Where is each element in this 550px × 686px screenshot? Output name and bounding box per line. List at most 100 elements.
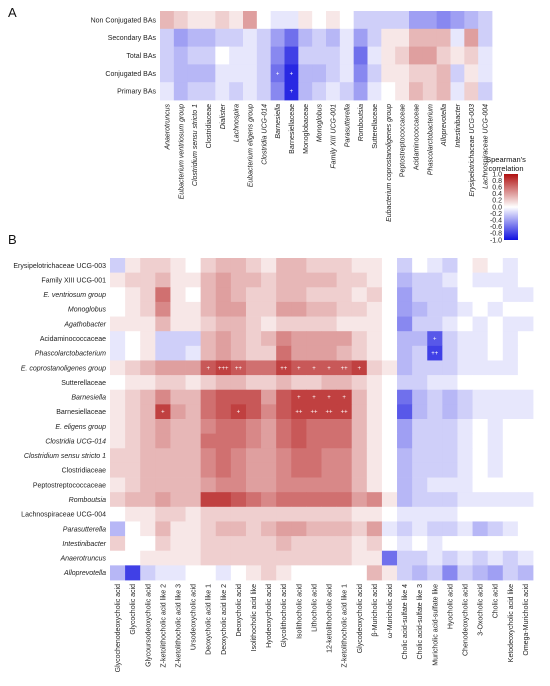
- heatmap-cell: [201, 11, 216, 30]
- heatmap-cell: [442, 331, 458, 347]
- heatmap-cell: [351, 258, 368, 274]
- heatmap-cell: [487, 331, 504, 347]
- heatmap-cell: [200, 345, 217, 361]
- heatmap-cell: [427, 550, 443, 566]
- heatmap-cell: [230, 550, 247, 566]
- heatmap-cell: [291, 448, 307, 464]
- heatmap-cell: [517, 419, 534, 435]
- colorbar: Spearman's correlation 1.00.80.60.40.20.…: [486, 155, 526, 244]
- column-label: Deoxycholic acid like 2: [221, 584, 228, 655]
- heatmap-cell: [397, 345, 413, 361]
- heatmap-cell: [170, 521, 186, 537]
- heatmap-cell: [487, 521, 504, 537]
- heatmap-cell: [125, 287, 141, 303]
- heatmap-cell: [125, 492, 141, 508]
- heatmap-cell: [502, 389, 519, 405]
- heatmap-cell: [367, 11, 382, 30]
- heatmap-cell: [312, 64, 327, 83]
- heatmap-cell: [160, 64, 175, 83]
- heatmap-cell: [367, 82, 382, 101]
- heatmap-cell: [173, 46, 189, 65]
- heatmap-cell: [367, 28, 382, 47]
- heatmap-cell: [261, 258, 277, 274]
- heatmap-cell: [366, 331, 383, 347]
- heatmap-cell: [170, 419, 186, 435]
- heatmap-cell: [487, 258, 504, 274]
- heatmap-cell: [366, 492, 383, 508]
- colorbar-tick-label: 0.4: [492, 191, 502, 198]
- heatmap-cell: [170, 404, 186, 420]
- heatmap-cell: [215, 316, 232, 332]
- heatmap-cell: [200, 301, 217, 317]
- heatmap-cell: [381, 419, 398, 435]
- heatmap-cell: [276, 301, 292, 317]
- heatmap-cell: [229, 11, 244, 30]
- heatmap-cell: [291, 404, 307, 420]
- heatmap-cell: [155, 375, 171, 391]
- significance-mark: +++: [218, 366, 229, 372]
- heatmap-cell: [187, 11, 202, 30]
- heatmap-cell: [140, 404, 156, 420]
- heatmap-cell: [170, 433, 186, 449]
- heatmap-cell: [155, 360, 171, 376]
- heatmap-cell: [140, 331, 156, 347]
- heatmap-cell: [427, 506, 443, 522]
- heatmap-cell: [276, 492, 292, 508]
- heatmap-cell: [487, 448, 504, 464]
- heatmap-cell: [336, 360, 353, 376]
- heatmap-cell: [170, 360, 186, 376]
- heatmap-cell: [397, 258, 413, 274]
- heatmap-cell: [230, 521, 247, 537]
- heatmap-cell: [472, 550, 489, 566]
- heatmap-cell: [245, 360, 262, 376]
- heatmap-cell: [200, 462, 217, 478]
- heatmap-cell: [517, 462, 534, 478]
- heatmap-cell: [284, 46, 299, 65]
- heatmap-cell: [291, 331, 307, 347]
- heatmap-cell: [427, 565, 443, 581]
- heatmap-cell: [230, 360, 247, 376]
- heatmap-cell: [110, 389, 126, 405]
- heatmap-cell: [200, 404, 217, 420]
- heatmap-cell: [457, 375, 473, 391]
- heatmap-cell: [336, 287, 353, 303]
- heatmap-cell: [381, 565, 398, 581]
- heatmap-cell: [321, 331, 338, 347]
- heatmap-cell: [140, 258, 156, 274]
- row-label: Peptostreptococcaceae: [33, 482, 106, 489]
- heatmap-cell: [261, 419, 277, 435]
- colorbar-tick-label: -0.4: [490, 218, 502, 225]
- heatmap-cell: [185, 360, 202, 376]
- heatmap-cell: [409, 64, 424, 83]
- heatmap-cell: [245, 521, 262, 537]
- heatmap-cell: [351, 462, 368, 478]
- heatmap-cell: [412, 272, 428, 288]
- heatmap-cell: [517, 301, 534, 317]
- heatmap-cell: [351, 550, 368, 566]
- heatmap-cell: [243, 46, 258, 65]
- heatmap-cell: [321, 360, 338, 376]
- heatmap-cell: [140, 448, 156, 464]
- heatmap-cell: [381, 433, 398, 449]
- heatmap-cell: [464, 28, 479, 47]
- heatmap-cell: [517, 389, 534, 405]
- heatmap-cell: [155, 419, 171, 435]
- heatmap-cell: [215, 419, 232, 435]
- heatmap-cell: [397, 462, 413, 478]
- heatmap-cell: [397, 565, 413, 581]
- heatmap-cell: [381, 11, 396, 30]
- heatmap-cell: [110, 550, 126, 566]
- heatmap-cell: [442, 536, 458, 552]
- heatmap-cell: [276, 272, 292, 288]
- heatmap-cell: [160, 11, 175, 30]
- heatmap-cell: [170, 258, 186, 274]
- heatmap-cell: [200, 492, 217, 508]
- heatmap-cell: [215, 492, 232, 508]
- heatmap-cell: [215, 477, 232, 493]
- heatmap-cell: [200, 521, 217, 537]
- heatmap-cell: [336, 301, 353, 317]
- heatmap-cell: [155, 550, 171, 566]
- heatmap-cell: [502, 404, 519, 420]
- heatmap-cell: [487, 404, 504, 420]
- heatmap-cell: [230, 301, 247, 317]
